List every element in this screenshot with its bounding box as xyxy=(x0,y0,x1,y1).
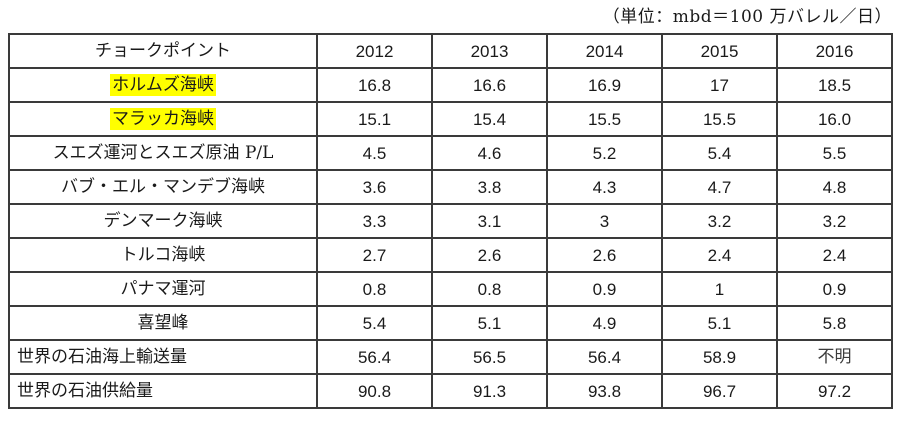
table-row: 喜望峰 5.4 5.1 4.9 5.1 5.8 xyxy=(8,305,893,341)
row-label: トルコ海峡 xyxy=(8,237,318,273)
value-cell: 15.5 xyxy=(661,101,778,137)
column-header-2012: 2012 xyxy=(316,33,433,69)
value-cell: 不明 xyxy=(776,339,893,375)
chokepoint-table: チョークポイント 2012 2013 2014 2015 2016 ホルムズ海峡… xyxy=(8,33,893,409)
table-row: トルコ海峡 2.7 2.6 2.6 2.4 2.4 xyxy=(8,237,893,273)
column-header-2014: 2014 xyxy=(546,33,663,69)
value-cell: 4.9 xyxy=(546,305,663,341)
label-text: 世界の石油海上輸送量 xyxy=(17,346,187,367)
value-cell: 3.3 xyxy=(316,203,433,239)
label-text: 喜望峰 xyxy=(137,312,189,333)
value-cell: 16.0 xyxy=(776,101,893,137)
value-cell: 5.1 xyxy=(431,305,548,341)
value-cell: 58.9 xyxy=(661,339,778,375)
table-row: スエズ運河とスエズ原油 P/L 4.5 4.6 5.2 5.4 5.5 xyxy=(8,135,893,171)
value-cell: 15.1 xyxy=(316,101,433,137)
value-cell: 2.6 xyxy=(546,237,663,273)
table-row: パナマ運河 0.8 0.8 0.9 1 0.9 xyxy=(8,271,893,307)
value-cell: 5.5 xyxy=(776,135,893,171)
header-row: チョークポイント 2012 2013 2014 2015 2016 xyxy=(8,33,893,69)
row-label: バブ・エル・マンデブ海峡 xyxy=(8,169,318,205)
column-header-2013: 2013 xyxy=(431,33,548,69)
value-cell: 2.4 xyxy=(661,237,778,273)
label-text: デンマーク海峡 xyxy=(103,210,223,231)
value-cell: 17 xyxy=(661,67,778,103)
value-cell: 3.1 xyxy=(431,203,548,239)
table-row: ホルムズ海峡 16.8 16.6 16.9 17 18.5 xyxy=(8,67,893,103)
value-cell: 3.2 xyxy=(776,203,893,239)
value-cell: 3.8 xyxy=(431,169,548,205)
value-cell: 5.2 xyxy=(546,135,663,171)
row-label: 世界の石油海上輸送量 xyxy=(8,339,318,375)
value-cell: 5.4 xyxy=(316,305,433,341)
table-row: マラッカ海峡 15.1 15.4 15.5 15.5 16.0 xyxy=(8,101,893,137)
value-cell: 56.4 xyxy=(316,339,433,375)
value-cell: 2.6 xyxy=(431,237,548,273)
value-cell: 15.5 xyxy=(546,101,663,137)
table-body: ホルムズ海峡 16.8 16.6 16.9 17 18.5 マラッカ海峡 15.1 15.4 15… xyxy=(8,67,893,409)
table-row: 世界の石油供給量 90.8 91.3 93.8 96.7 97.2 xyxy=(8,373,893,409)
label-text: スエズ運河とスエズ原油 P/L xyxy=(52,142,274,163)
value-cell: 5.8 xyxy=(776,305,893,341)
unit-note: （単位：mbd＝100 万バレル／日） xyxy=(602,7,892,27)
value-cell: 0.9 xyxy=(776,271,893,307)
value-cell: 4.8 xyxy=(776,169,893,205)
table-row: 世界の石油海上輸送量 56.4 56.5 56.4 58.9 不明 xyxy=(8,339,893,375)
value-cell: 1 xyxy=(661,271,778,307)
value-cell: 3.6 xyxy=(316,169,433,205)
value-cell: 0.8 xyxy=(316,271,433,307)
highlighted-label-text: マラッカ海峡 xyxy=(110,107,216,130)
value-cell: 93.8 xyxy=(546,373,663,409)
label-text: パナマ運河 xyxy=(120,278,206,299)
value-cell: 0.8 xyxy=(431,271,548,307)
row-label: 世界の石油供給量 xyxy=(8,373,318,409)
value-cell: 97.2 xyxy=(776,373,893,409)
value-cell: 4.5 xyxy=(316,135,433,171)
value-cell: 4.7 xyxy=(661,169,778,205)
value-cell: 3 xyxy=(546,203,663,239)
label-text: バブ・エル・マンデブ海峡 xyxy=(61,176,265,197)
value-cell: 16.9 xyxy=(546,67,663,103)
value-cell: 56.4 xyxy=(546,339,663,375)
value-cell: 4.6 xyxy=(431,135,548,171)
value-cell: 56.5 xyxy=(431,339,548,375)
value-cell: 16.6 xyxy=(431,67,548,103)
column-header-2016: 2016 xyxy=(776,33,893,69)
row-label: デンマーク海峡 xyxy=(8,203,318,239)
column-header-2015: 2015 xyxy=(661,33,778,69)
label-text: トルコ海峡 xyxy=(120,244,206,265)
value-cell: 5.4 xyxy=(661,135,778,171)
value-cell: 18.5 xyxy=(776,67,893,103)
value-cell: 4.3 xyxy=(546,169,663,205)
row-label: 喜望峰 xyxy=(8,305,318,341)
table-row: デンマーク海峡 3.3 3.1 3 3.2 3.2 xyxy=(8,203,893,239)
row-label: パナマ運河 xyxy=(8,271,318,307)
row-label: ホルムズ海峡 xyxy=(8,67,318,103)
value-cell: 2.4 xyxy=(776,237,893,273)
value-cell: 2.7 xyxy=(316,237,433,273)
row-label: スエズ運河とスエズ原油 P/L xyxy=(8,135,318,171)
value-cell: 96.7 xyxy=(661,373,778,409)
table-row: バブ・エル・マンデブ海峡 3.6 3.8 4.3 4.7 4.8 xyxy=(8,169,893,205)
label-text: 世界の石油供給量 xyxy=(17,380,153,401)
row-label: マラッカ海峡 xyxy=(8,101,318,137)
value-cell: 16.8 xyxy=(316,67,433,103)
value-cell: 91.3 xyxy=(431,373,548,409)
highlighted-label-text: ホルムズ海峡 xyxy=(110,73,216,96)
value-cell: 0.9 xyxy=(546,271,663,307)
value-cell: 15.4 xyxy=(431,101,548,137)
column-header-chokepoint: チョークポイント xyxy=(8,33,318,69)
value-cell: 90.8 xyxy=(316,373,433,409)
value-cell: 5.1 xyxy=(661,305,778,341)
value-cell: 3.2 xyxy=(661,203,778,239)
